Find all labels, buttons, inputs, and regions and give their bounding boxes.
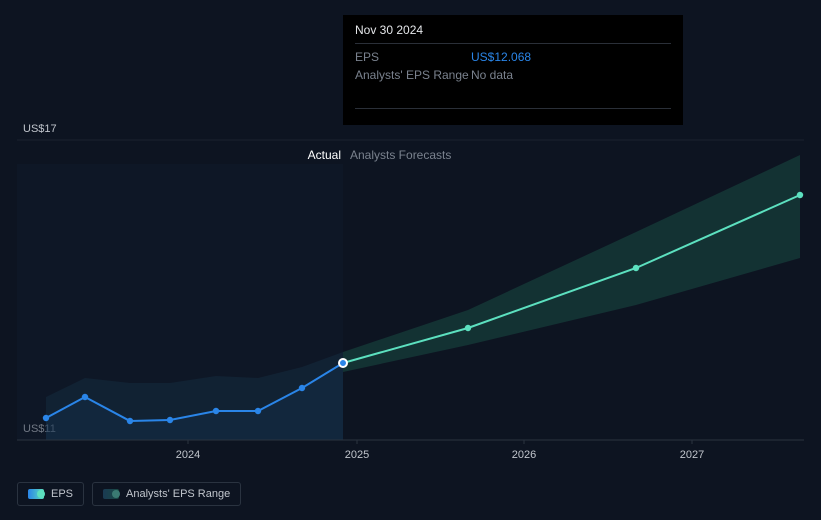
tooltip-value: No data bbox=[471, 68, 513, 82]
tooltip-value: US$12.068 bbox=[471, 50, 531, 64]
x-axis-tick-label: 2025 bbox=[345, 449, 369, 461]
legend-swatch-icon bbox=[103, 489, 119, 499]
x-axis-tick-label: 2027 bbox=[680, 449, 704, 461]
tooltip-row-range: Analysts' EPS Range No data bbox=[355, 66, 671, 84]
tooltip-label: EPS bbox=[355, 50, 471, 64]
legend-label: EPS bbox=[51, 488, 73, 500]
tooltip-label: Analysts' EPS Range bbox=[355, 68, 471, 82]
x-axis-tick-label: 2024 bbox=[176, 449, 200, 461]
eps-forecast-chart: Nov 30 2024 EPS US$12.068 Analysts' EPS … bbox=[0, 0, 821, 520]
tooltip-divider bbox=[355, 108, 671, 109]
tooltip-row-eps: EPS US$12.068 bbox=[355, 48, 671, 66]
chart-legend: EPS Analysts' EPS Range bbox=[17, 482, 241, 506]
chart-tooltip: Nov 30 2024 EPS US$12.068 Analysts' EPS … bbox=[343, 15, 683, 125]
legend-swatch-icon bbox=[28, 489, 44, 499]
x-axis-tick-label: 2026 bbox=[512, 449, 536, 461]
legend-label: Analysts' EPS Range bbox=[126, 488, 230, 500]
tooltip-date: Nov 30 2024 bbox=[355, 23, 671, 44]
legend-item-range[interactable]: Analysts' EPS Range bbox=[92, 482, 241, 506]
legend-item-eps[interactable]: EPS bbox=[17, 482, 84, 506]
